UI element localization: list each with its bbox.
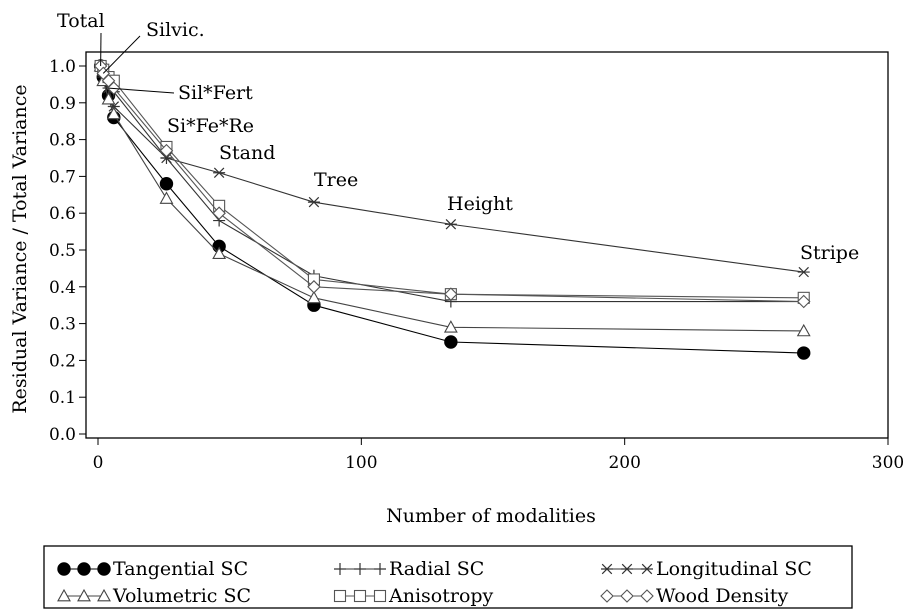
annotation-height: Height — [447, 193, 513, 215]
data-point-longitudinal-sc — [307, 196, 320, 208]
data-point-wood-density — [796, 294, 811, 309]
data-point-tangential-sc — [159, 177, 174, 191]
legend-label-anisotropy: Anisotropy — [388, 585, 494, 607]
x-tick-label: 200 — [608, 453, 640, 473]
legend-marker-tangential-sc — [57, 562, 71, 576]
x-tick-label: 100 — [345, 453, 377, 473]
y-tick-label: 0.1 — [49, 388, 76, 408]
annotation-sil-fert: Sil*Fert — [178, 82, 253, 104]
annotation-si-fe-re: Si*Fe*Re — [167, 115, 254, 137]
plot-area — [85, 51, 889, 439]
y-tick-label: 0.8 — [49, 131, 76, 151]
legend-label-radial-sc: Radial SC — [389, 558, 484, 580]
data-point-longitudinal-sc — [213, 167, 226, 178]
legend-marker-wood-density — [640, 589, 654, 603]
y-tick-label: 0.4 — [49, 278, 76, 298]
legend-marker-longitudinal-sc — [601, 563, 613, 575]
y-tick-label: 0.9 — [49, 94, 76, 114]
y-tick-label: 0.0 — [49, 425, 76, 445]
y-tick-label: 0.2 — [49, 351, 76, 371]
data-point-volumetric-sc — [443, 320, 458, 333]
legend-marker-anisotropy — [333, 589, 347, 603]
legend-marker-radial-sc — [334, 563, 346, 575]
data-point-wood-density — [444, 287, 458, 301]
data-point-wood-density — [159, 143, 174, 158]
y-tick-label: 1.0 — [49, 57, 76, 77]
x-axis-title: Number of modalities — [386, 505, 596, 527]
legend-marker-longitudinal-sc — [621, 563, 633, 575]
data-point-wood-density — [212, 206, 226, 220]
data-point-longitudinal-sc — [797, 266, 810, 278]
legend-marker-volumetric-sc — [57, 588, 71, 602]
legend-label-longitudinal-sc: Longitudinal SC — [656, 558, 812, 580]
y-axis-title: Residual Variance / Total Variance — [9, 84, 31, 413]
legend-item-tangential-sc: Tangential SC — [57, 558, 248, 580]
legend-marker-volumetric-sc — [97, 588, 111, 602]
legend-marker-tangential-sc — [77, 562, 91, 576]
annotation-stand: Stand — [219, 142, 275, 164]
axis-ticks: 0.0 0.1 0.2 0.3 0.4 0.5 0.6 0.7 0.8 0.9 1.0 0 100 200… — [49, 57, 903, 473]
x-tick-label: 300 — [872, 453, 903, 473]
legend-item-longitudinal-sc: Longitudinal SC — [601, 558, 812, 580]
series-wood-density — [93, 59, 811, 309]
legend: Tangential SC Radial SC Longitudinal SC Vol… — [43, 545, 853, 609]
legend-item-wood-density: Wood Density — [600, 585, 788, 607]
x-tick-label: 0 — [93, 453, 104, 473]
data-point-volumetric-sc — [101, 91, 116, 105]
annotation-tree: Tree — [314, 169, 358, 191]
data-point-volumetric-sc — [159, 191, 174, 204]
annotation-total: Total — [57, 10, 105, 32]
legend-label-volumetric-sc: Volumetric SC — [112, 585, 251, 607]
y-tick-label: 0.7 — [49, 167, 76, 187]
y-tick-label: 0.3 — [49, 315, 76, 335]
legend-item-anisotropy: Anisotropy — [333, 585, 494, 607]
data-point-tangential-sc — [797, 346, 811, 360]
series-layer — [93, 58, 811, 360]
series-volumetric-sc — [93, 58, 811, 337]
annotation-silvic-: Silvic. — [146, 19, 205, 41]
legend-marker-anisotropy — [353, 589, 367, 603]
data-point-volumetric-sc — [306, 290, 321, 304]
y-tick-label: 0.6 — [49, 204, 76, 224]
legend-item-volumetric-sc: Volumetric SC — [57, 585, 251, 607]
legend-marker-radial-sc — [354, 563, 366, 575]
legend-label-wood-density: Wood Density — [656, 585, 788, 607]
legend-marker-volumetric-sc — [77, 588, 91, 602]
annotation-leader-silvic- — [102, 35, 141, 74]
y-tick-label: 0.5 — [49, 241, 76, 261]
data-point-tangential-sc — [444, 335, 458, 349]
legend-marker-longitudinal-sc — [641, 563, 653, 575]
annotation-layer: Total Silvic. Sil*Fert Si*Fe*Re Stand Tree Hei… — [57, 10, 859, 264]
legend-item-radial-sc: Radial SC — [334, 558, 484, 580]
data-point-volumetric-sc — [796, 323, 811, 337]
data-point-wood-density — [307, 280, 321, 294]
legend-marker-tangential-sc — [97, 562, 111, 576]
legend-marker-anisotropy — [373, 589, 387, 603]
legend-marker-wood-density — [620, 589, 634, 603]
annotation-stripe: Stripe — [800, 242, 859, 264]
data-point-volumetric-sc — [212, 246, 227, 260]
legend-label-tangential-sc: Tangential SC — [113, 558, 248, 580]
legend-frame — [43, 545, 853, 609]
legend-marker-wood-density — [600, 589, 614, 603]
legend-marker-radial-sc — [374, 563, 386, 575]
data-point-volumetric-sc — [106, 106, 121, 120]
data-point-longitudinal-sc — [444, 219, 457, 230]
plot-frame — [85, 51, 889, 439]
annotation-leader-sil-fert — [108, 87, 175, 94]
